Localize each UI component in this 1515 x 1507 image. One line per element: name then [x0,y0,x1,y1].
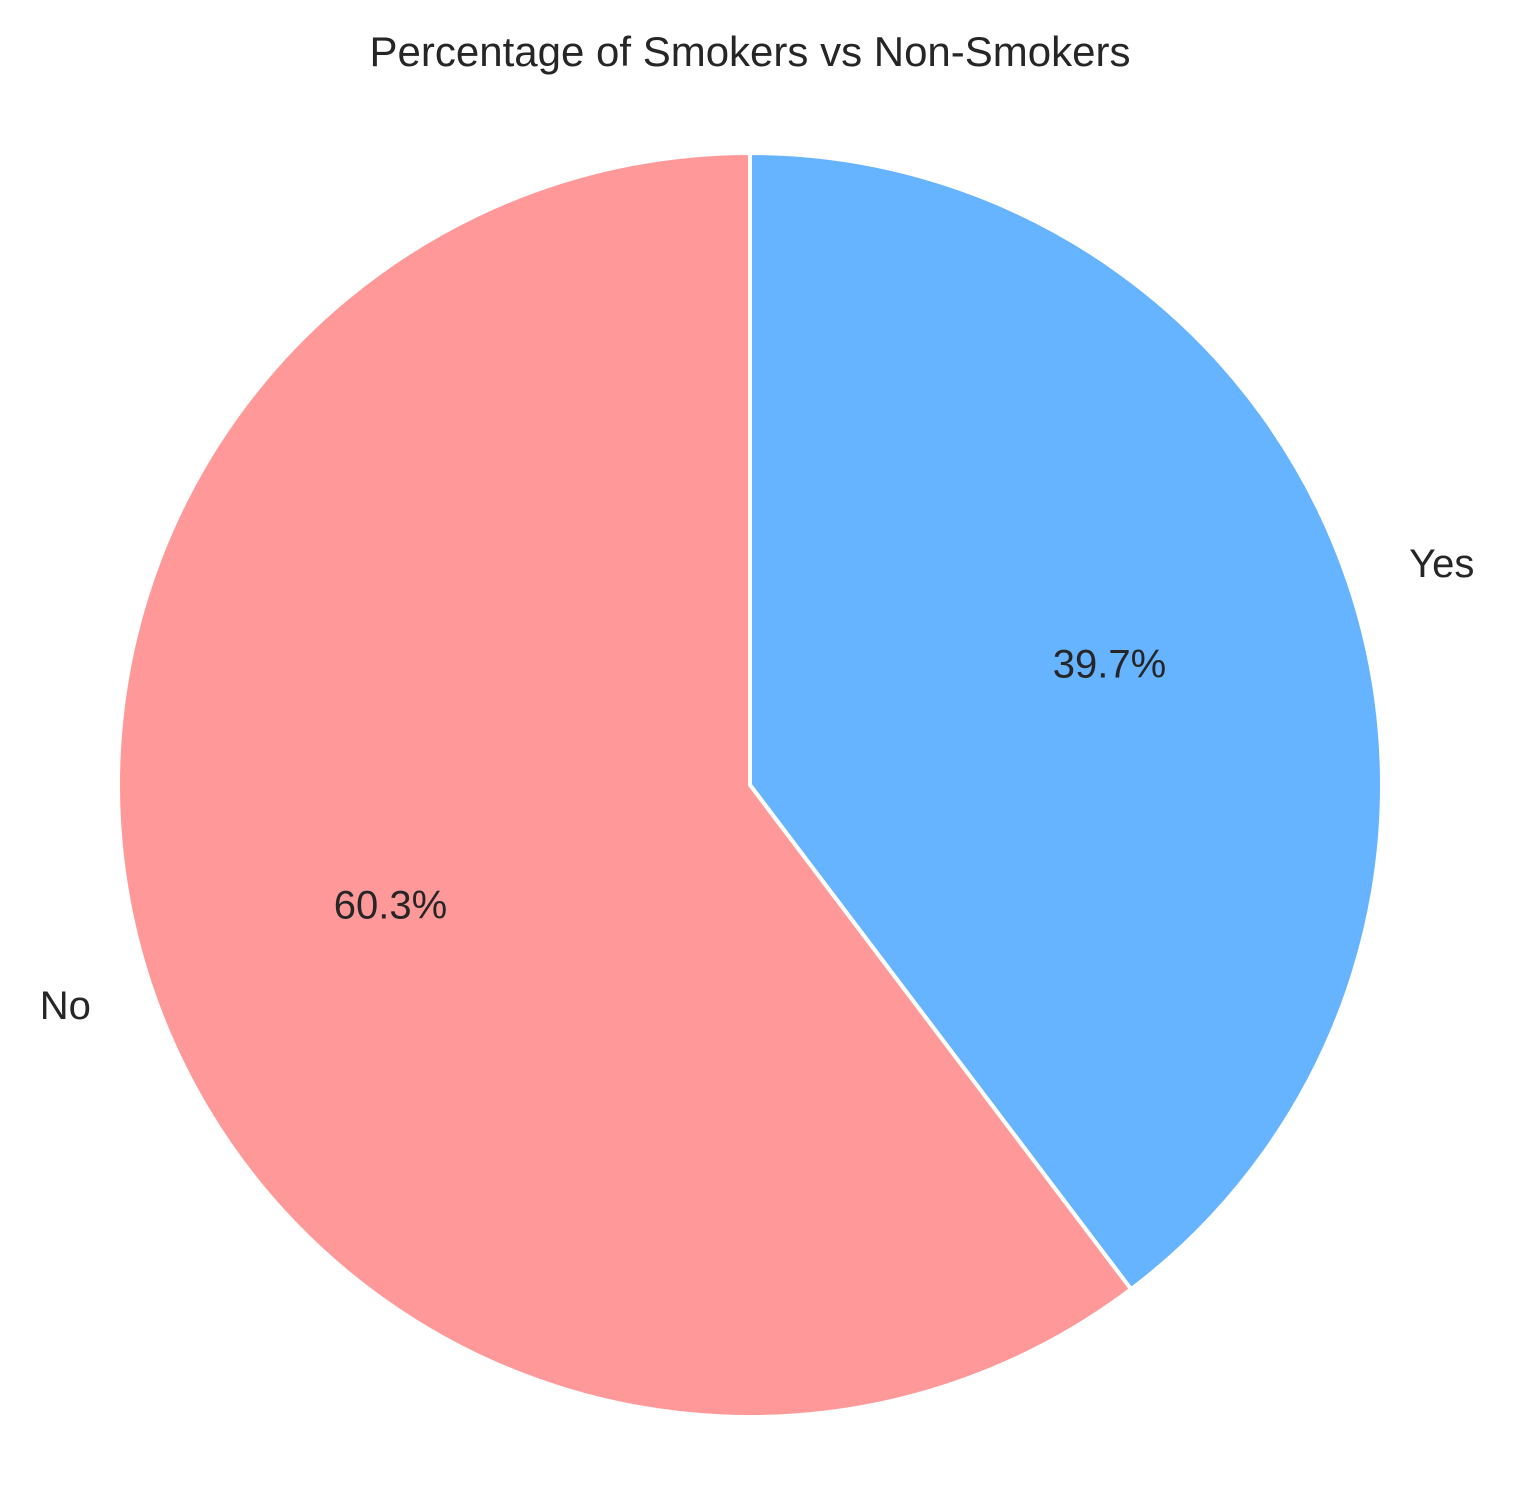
slice-label-no: No [40,984,91,1028]
pct-label-yes: 39.7% [1053,642,1166,686]
chart-title: Percentage of Smokers vs Non-Smokers [370,28,1131,75]
pie-labels: Yes 39.7% No 60.3% [40,542,1475,1028]
slice-label-yes: Yes [1409,542,1474,586]
pct-label-no: 60.3% [334,884,447,928]
pie-slice-yes [748,151,1384,1292]
pie-slice-no [116,151,1134,1419]
pie-slices [116,151,1384,1419]
